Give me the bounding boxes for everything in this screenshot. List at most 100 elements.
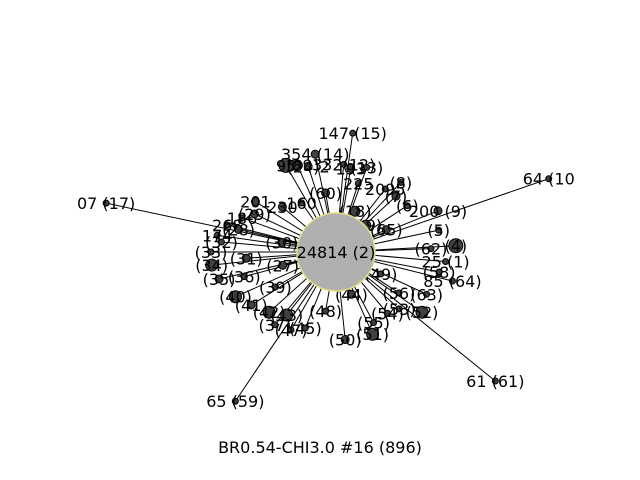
graph-node [321,188,331,198]
graph-node-label: (7) [385,187,408,206]
graph-node-label: (4) [444,237,467,256]
graph-node [435,268,443,276]
graph-node [391,191,401,201]
graph-node-label: (50) [329,331,362,350]
graph-node [448,238,464,254]
graph-node [349,205,361,217]
graph-node [346,163,356,173]
graph-node-label: (53) [383,300,416,319]
graph-node-label: 201 [240,193,271,212]
graph-node-label: (29) [238,205,271,224]
graph-node-label: (51) [356,325,389,344]
graph-node-label: (8) [389,174,412,193]
graph-node [433,206,443,216]
graph-node [249,209,259,219]
graph-node-label: 186 [227,209,258,228]
graph-node-label: 07 (17) [77,194,135,213]
graph-node [217,238,225,246]
graph-node [395,289,403,297]
graph-node [287,326,295,334]
graph-node-label: (56) [382,284,415,303]
graph-node [298,199,306,207]
graph-node [423,290,431,298]
graph-node-label: (32) [205,233,238,252]
graph-node-label: (36) [228,268,261,287]
graph-node-label: (60) [309,184,342,203]
graph-node [395,305,403,313]
graph-node [415,305,429,319]
graph-node [427,245,435,253]
graph-node [277,237,287,247]
graph-node-label: (31) [230,249,263,268]
graph-node-label: (62) [415,240,448,259]
graph-node-label: (55) [357,314,390,333]
graph-node-label: 85 (64) [423,272,481,291]
graph-node-label: (5) [427,221,450,240]
hub-node [296,212,376,292]
graph-node [397,179,405,187]
graph-node-label: (58) [423,263,456,282]
graph-node [229,290,243,304]
graph-node-label: (28) [222,221,255,240]
graph-node [280,308,294,322]
graph-node-label: (34) [195,256,228,275]
graph-node [262,305,276,319]
graph-node-label: (54) [371,304,404,323]
graph-node [207,248,215,256]
graph-node [491,377,499,385]
hub-node-group: 24814 (2) [296,212,376,292]
graph-node-label: 147 (15) [318,124,386,143]
graph-node-label: 193 [335,159,366,178]
graph-node-label: (52) [406,303,439,322]
graph-node-label: (37) [259,316,292,335]
graph-node-label: 200 (9) [409,202,467,221]
graph-node [234,225,244,235]
graph-node-label: 65 (59) [206,392,264,411]
graph-node [346,289,356,299]
graph-node [381,225,391,235]
graph-node-label: 230 [267,198,298,217]
graph-node [354,180,362,188]
graph-node [250,197,260,207]
graph-caption: BR0.54-CHI3.0 #16 (896) [218,438,422,457]
graph-node [277,202,287,212]
graph-node-label: 25 (1) [422,253,470,272]
graph-node [349,129,357,137]
graph-node [403,202,411,210]
graph-node [363,163,371,171]
graph-node-label: (43) [270,306,303,325]
graph-node-label: (33) [195,243,228,262]
graph-node [366,327,380,341]
graph-node [205,258,219,272]
graph-node [238,214,246,222]
graph-node-label: 354 (14) [281,145,349,164]
graph-node [322,307,330,315]
graph-node [442,258,450,266]
graph-node [241,253,251,263]
graph-node-label: (41) [235,296,268,315]
graph-node-label: 174 [202,226,233,245]
graph-node [545,175,553,183]
graph-node [278,157,294,173]
graph-node-label: 332(12) [312,155,375,174]
graph-node [448,277,456,285]
graph-node-label: (45) [289,319,322,338]
graph-node-label: (35) [203,270,236,289]
graph-node [278,260,288,270]
graph-node-label: (49) [365,265,398,284]
graph-node-label: (65) [370,221,403,240]
graph-node-label: (24)2 [287,157,330,176]
graph-node [240,273,248,281]
graph-node-label: 95 [276,156,296,175]
graph-node [340,160,348,168]
graph-node-label: (13) [350,158,383,177]
graph-node-label: 160 [286,194,317,213]
graph-node [213,231,221,239]
graph-node [246,300,256,310]
graph-node-label: 61 (61) [466,372,524,391]
graph-node [223,221,231,229]
graph-node [370,319,378,327]
hub-node-label: 24814 (2) [297,243,376,262]
graph-node-label: (47) [275,321,308,340]
graph-node [377,270,385,278]
